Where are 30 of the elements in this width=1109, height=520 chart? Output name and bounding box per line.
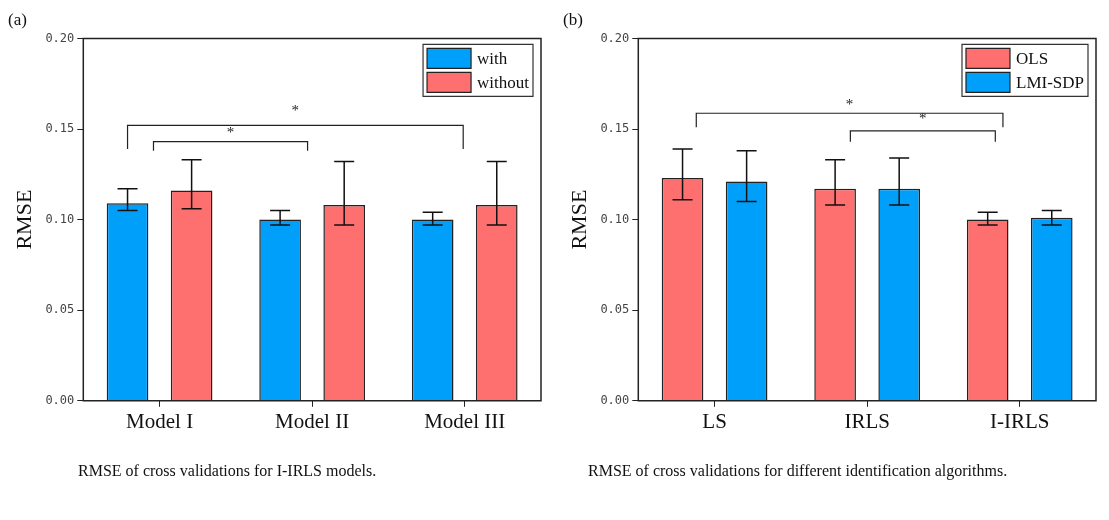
y-tick-label: 0.00 xyxy=(600,392,630,407)
annotation: * xyxy=(919,109,927,126)
legend-label: LMI-SDP xyxy=(1015,72,1085,92)
annotation: * xyxy=(226,123,235,140)
y-tick-label: 0.00 xyxy=(45,392,75,407)
legend-label: without xyxy=(477,72,530,92)
legend-label: OLS xyxy=(1015,48,1049,68)
x-tick-label: Model I xyxy=(126,408,194,433)
text: RMSE of cross validations for different identification algorithms. xyxy=(587,462,1009,480)
y-axis-title: RMSE xyxy=(565,189,591,250)
x-tick-label: Model II xyxy=(275,408,350,433)
x-tick-label: Model III xyxy=(424,408,506,433)
chart-title: (a) xyxy=(8,9,27,29)
x-tick-label: IRLS xyxy=(844,408,890,433)
y-axis-title: RMSE xyxy=(10,189,36,250)
annotation: * xyxy=(291,101,300,118)
y-tick-label: 0.10 xyxy=(600,211,630,226)
y-tick-label: 0.05 xyxy=(45,302,75,317)
y-tick-label: 0.05 xyxy=(600,302,630,317)
y-tick-label: 0.20 xyxy=(45,30,75,45)
y-tick-label: 0.10 xyxy=(45,211,75,226)
y-tick-label: 0.15 xyxy=(600,121,630,136)
chart-title: (b) xyxy=(563,9,583,29)
annotation: * xyxy=(845,96,854,113)
x-tick-label: I-IRLS xyxy=(989,408,1050,433)
x-tick-label: LS xyxy=(702,408,727,433)
legend-label: with xyxy=(477,48,508,68)
text: RMSE of cross validations for I-IRLS models. xyxy=(77,462,378,480)
y-tick-label: 0.20 xyxy=(600,30,630,45)
y-tick-label: 0.15 xyxy=(45,121,75,136)
